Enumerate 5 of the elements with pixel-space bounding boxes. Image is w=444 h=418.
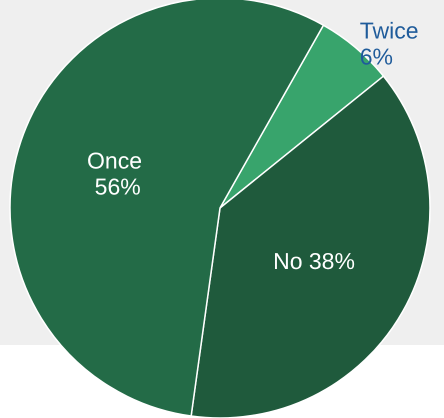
data-label: 56% (94, 173, 141, 200)
slice-label: No 38% (273, 248, 355, 274)
slice-label: Twice (360, 17, 425, 44)
slice-label: Once (87, 147, 148, 174)
data-label: 6% (360, 43, 393, 70)
